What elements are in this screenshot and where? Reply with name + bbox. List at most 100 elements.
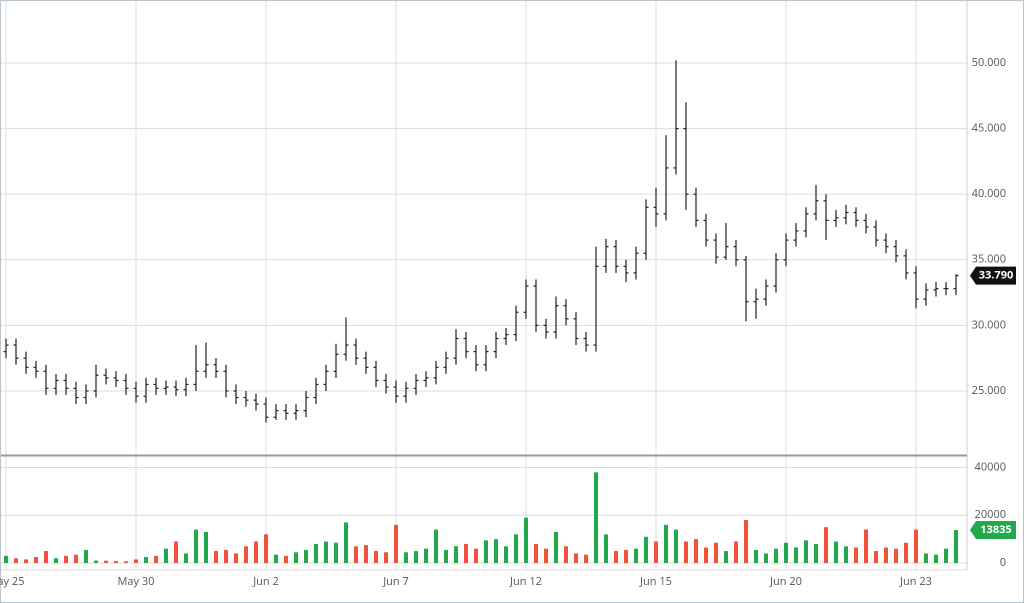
- volume-bar: [714, 542, 718, 563]
- volume-bar: [544, 548, 548, 563]
- volume-bar: [114, 561, 118, 563]
- volume-bar: [334, 542, 338, 563]
- volume-bar: [314, 543, 318, 563]
- volume-bar: [34, 557, 38, 563]
- volume-bar: [704, 547, 708, 563]
- volume-bar: [404, 552, 408, 563]
- volume-bar: [224, 549, 228, 563]
- volume-bar: [284, 555, 288, 563]
- volume-bar: [854, 547, 858, 563]
- volume-bar: [754, 549, 758, 563]
- volume-bar: [554, 531, 558, 563]
- x-tick-label: Jun 23: [899, 574, 932, 589]
- volume-bar: [634, 548, 638, 563]
- volume-bar: [194, 529, 198, 563]
- volume-bar: [904, 542, 908, 563]
- volume-bar: [664, 524, 668, 563]
- x-tick-label: Jun 15: [639, 574, 672, 589]
- y-tick-label: 50.000: [972, 55, 1006, 70]
- y-tick-label: 40.000: [972, 186, 1006, 201]
- y-tick-label: 25.000: [972, 383, 1006, 398]
- x-tick-label: Jun 2: [252, 574, 279, 589]
- volume-bar: [824, 527, 828, 563]
- y-tick-label: 45.000: [972, 121, 1006, 136]
- volume-bar: [534, 543, 538, 563]
- volume-bar: [804, 540, 808, 563]
- volume-tick-label: 40000: [975, 459, 1006, 474]
- volume-bar: [764, 553, 768, 563]
- volume-tick-label: 20000: [975, 507, 1006, 522]
- volume-bar: [614, 551, 618, 563]
- volume-bar: [674, 529, 678, 563]
- last-price-label: 33.790: [979, 268, 1014, 283]
- volume-bar: [414, 551, 418, 563]
- volume-bar: [134, 559, 138, 563]
- volume-bar: [254, 541, 258, 563]
- volume-bar: [604, 534, 608, 563]
- volume-bar: [104, 560, 108, 563]
- volume-bar: [124, 561, 128, 563]
- volume-bar: [454, 546, 458, 563]
- x-tick-label: May 30: [118, 574, 155, 589]
- volume-bar: [474, 548, 478, 563]
- volume-bar: [54, 558, 58, 563]
- volume-bar: [954, 529, 958, 563]
- volume-bar: [184, 553, 188, 563]
- volume-bar: [494, 539, 498, 563]
- volume-bar: [924, 553, 928, 563]
- volume-bar: [794, 547, 798, 563]
- volume-bar: [434, 529, 438, 563]
- volume-bar: [914, 529, 918, 563]
- volume-bar: [354, 546, 358, 563]
- volume-bar: [294, 552, 298, 563]
- volume-bar: [374, 551, 378, 563]
- volume-bar: [174, 541, 178, 563]
- volume-bar: [524, 517, 528, 563]
- y-tick-label: 30.000: [972, 317, 1006, 332]
- volume-bar: [44, 551, 48, 563]
- volume-bar: [464, 543, 468, 563]
- volume-bar: [84, 549, 88, 563]
- volume-bar: [724, 551, 728, 563]
- volume-bar: [874, 551, 878, 563]
- volume-bar: [844, 546, 848, 563]
- x-tick-label: Jun 20: [769, 574, 802, 589]
- volume-bar: [574, 553, 578, 563]
- volume-bar: [364, 545, 368, 563]
- x-tick-label: Jun 7: [382, 574, 409, 589]
- volume-bar: [344, 522, 348, 563]
- volume-bar: [214, 551, 218, 563]
- x-tick-label: Jun 12: [509, 574, 542, 589]
- volume-bar: [274, 554, 278, 563]
- x-tick-label: May 25: [0, 574, 24, 589]
- volume-bar: [884, 547, 888, 563]
- volume-bar: [244, 546, 248, 563]
- y-tick-label: 35.000: [972, 252, 1006, 267]
- volume-bar: [4, 555, 8, 563]
- volume-bar: [744, 520, 748, 563]
- volume-bar: [204, 531, 208, 563]
- volume-bar: [164, 548, 168, 563]
- volume-bar: [784, 542, 788, 563]
- volume-bar: [734, 541, 738, 563]
- volume-bar: [694, 539, 698, 563]
- volume-tick-label: 0: [1000, 555, 1006, 570]
- volume-bar: [94, 560, 98, 563]
- volume-bar: [234, 553, 238, 563]
- volume-bar: [14, 558, 18, 563]
- volume-bar: [894, 548, 898, 563]
- volume-bar: [144, 557, 148, 563]
- volume-bar: [864, 529, 868, 563]
- volume-bar: [394, 524, 398, 563]
- volume-bar: [654, 541, 658, 563]
- volume-bar: [304, 549, 308, 563]
- volume-bar: [584, 554, 588, 563]
- volume-bar: [684, 541, 688, 563]
- last-volume-label: 13835: [980, 522, 1011, 537]
- volume-bar: [64, 555, 68, 563]
- volume-bar: [264, 534, 268, 563]
- last-price-tag: [970, 266, 1016, 285]
